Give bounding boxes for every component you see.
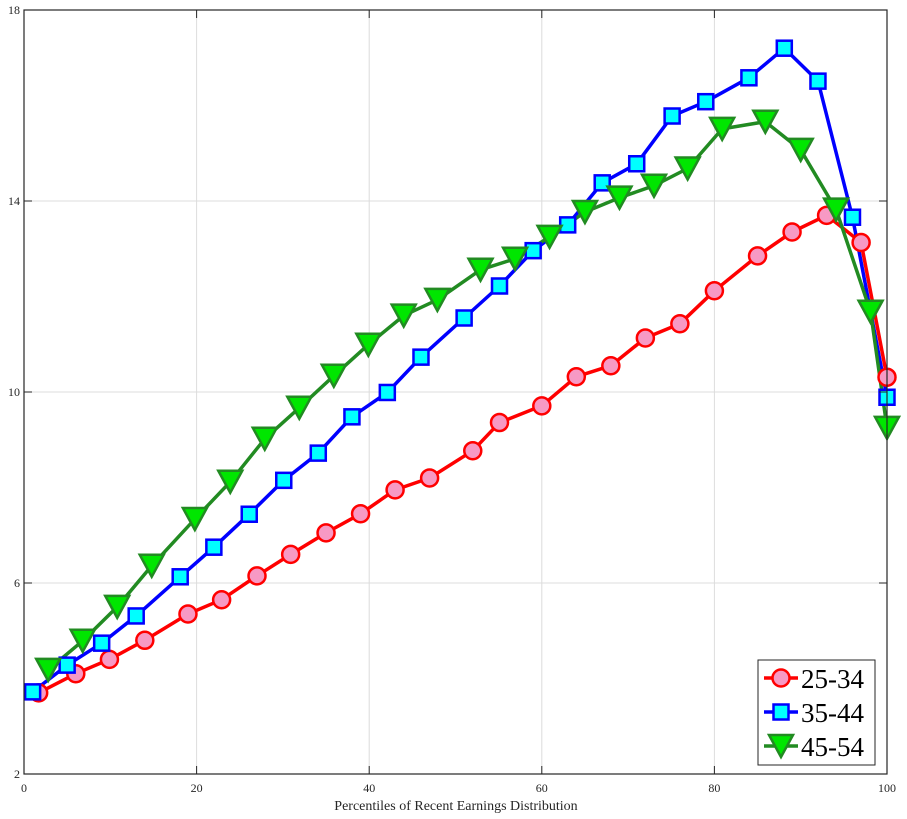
data-point-45-54 (68, 628, 97, 655)
legend-item-35-44: 35-44 (764, 698, 864, 728)
legend-label: 25-34 (801, 664, 864, 694)
data-point-35-44 (593, 174, 611, 192)
data-point-25-34 (135, 630, 155, 651)
series-lines (31, 46, 889, 695)
y-tick-label: 6 (14, 576, 20, 590)
data-point-25-34 (601, 355, 621, 376)
data-point-45-54 (216, 469, 245, 496)
legend-item-25-34: 25-34 (764, 664, 864, 694)
series-markers (23, 39, 902, 703)
data-point-45-54 (285, 395, 314, 422)
data-point-45-54 (535, 224, 564, 251)
data-point-25-34 (532, 396, 552, 416)
data-point-25-34 (704, 281, 725, 301)
data-point-45-54 (34, 657, 63, 684)
data-point-25-34 (350, 504, 371, 524)
axis-ticks (23, 9, 888, 775)
data-point-25-34 (566, 366, 587, 387)
data-point-45-54 (354, 332, 383, 359)
legend-label: 35-44 (801, 698, 864, 728)
data-point-25-34 (851, 232, 871, 253)
data-point-45-54 (856, 299, 885, 326)
data-point-45-54 (500, 246, 530, 273)
data-point-35-44 (740, 69, 758, 87)
data-point-25-34 (463, 440, 483, 461)
x-tick-label: 100 (878, 781, 896, 795)
data-point-45-54 (821, 197, 851, 224)
data-point-35-44 (809, 72, 827, 90)
data-point-45-54 (466, 257, 495, 284)
data-point-45-54 (389, 303, 418, 330)
x-tick-label: 20 (191, 781, 203, 795)
data-point-35-44 (378, 383, 397, 402)
x-tick-label: 40 (363, 781, 375, 795)
y-tick-label: 14 (8, 194, 20, 208)
data-point-25-34 (489, 412, 510, 433)
data-point-45-54 (605, 185, 634, 212)
data-point-25-34 (419, 468, 440, 488)
square-icon (772, 703, 790, 721)
legend-item-45-54: 45-54 (764, 732, 864, 762)
data-point-25-34 (247, 566, 267, 586)
data-point-35-44 (490, 277, 509, 295)
series-line-25-34 (37, 213, 889, 695)
data-point-35-44 (205, 538, 223, 556)
data-point-35-44 (455, 309, 473, 327)
x-axis-tick-labels: 0 20 40 60 80 100 (21, 781, 896, 795)
y-axis-tick-labels: 2 6 10 14 18 (8, 3, 20, 781)
circle-icon (771, 668, 791, 688)
data-point-35-44 (23, 683, 42, 701)
data-point-25-34 (99, 649, 120, 670)
data-point-45-54 (673, 156, 702, 183)
legend-label: 45-54 (801, 732, 864, 762)
y-tick-label: 10 (8, 385, 20, 399)
data-point-25-34 (670, 313, 690, 334)
data-point-45-54 (751, 109, 780, 136)
data-point-35-44 (92, 634, 111, 652)
data-point-45-54 (423, 287, 452, 314)
y-tick-label: 18 (8, 3, 20, 17)
data-point-45-54 (319, 363, 348, 390)
data-point-45-54 (250, 426, 279, 453)
data-point-35-44 (627, 155, 646, 173)
data-point-35-44 (775, 39, 794, 57)
x-tick-label: 0 (21, 781, 27, 795)
data-point-25-34 (635, 328, 656, 348)
data-point-35-44 (240, 505, 258, 523)
data-point-45-54 (786, 137, 815, 164)
triangle-down-icon (766, 733, 796, 760)
data-point-25-34 (782, 222, 802, 242)
data-point-35-44 (843, 208, 862, 226)
data-point-45-54 (180, 506, 209, 533)
data-point-45-54 (639, 173, 669, 200)
data-point-45-54 (708, 116, 737, 143)
data-point-35-44 (171, 568, 189, 586)
data-point-25-34 (316, 523, 336, 543)
series-line-45-54 (47, 119, 889, 672)
y-tick-label: 2 (14, 767, 20, 781)
data-point-45-54 (137, 553, 166, 580)
data-point-45-54 (103, 594, 132, 621)
data-point-45-54 (570, 199, 600, 226)
data-point-35-44 (309, 444, 328, 462)
data-point-35-44 (275, 471, 293, 490)
data-point-25-34 (211, 589, 232, 610)
x-tick-label: 60 (536, 781, 548, 795)
data-point-35-44 (58, 656, 76, 674)
x-tick-label: 80 (708, 781, 720, 795)
data-point-25-34 (385, 480, 405, 500)
data-point-35-44 (663, 107, 681, 125)
data-point-25-34 (747, 246, 768, 266)
x-axis-title: Percentiles of Recent Earnings Distribut… (334, 799, 577, 814)
data-point-35-44 (127, 607, 145, 625)
data-point-25-34 (280, 544, 301, 565)
data-point-25-34 (178, 604, 198, 624)
data-point-35-44 (343, 408, 361, 426)
series-line-35-44 (31, 46, 889, 694)
data-point-35-44 (412, 348, 430, 366)
data-point-35-44 (697, 92, 715, 111)
data-point-35-44 (524, 241, 542, 260)
legend: 25-34 35-44 45-54 (757, 659, 876, 766)
